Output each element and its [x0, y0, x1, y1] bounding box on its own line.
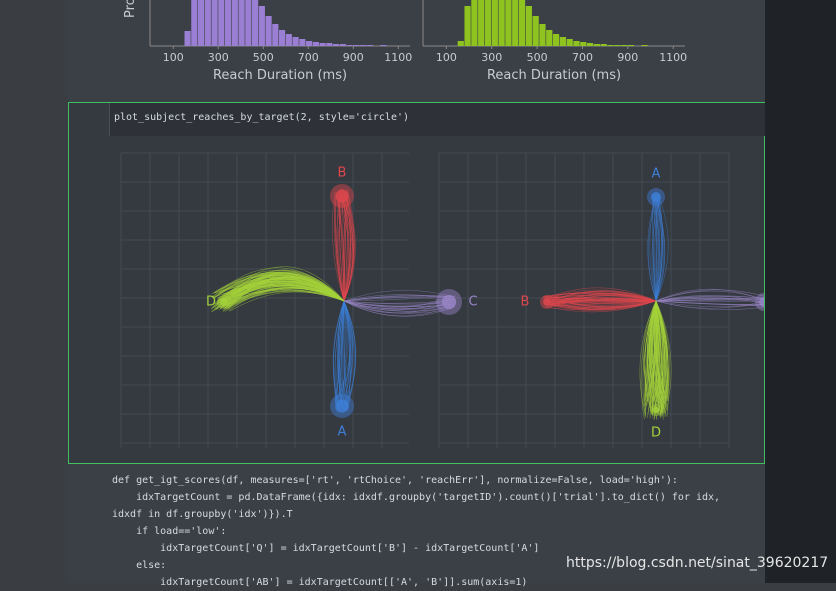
hist-bar — [485, 0, 491, 46]
hist-bar — [347, 45, 353, 46]
x-tick-label: 500 — [527, 51, 548, 64]
hist-bar — [340, 44, 346, 46]
y-axis-label: Pro — [123, 0, 138, 18]
x-tick-label: 1100 — [384, 51, 412, 64]
hist-bar — [320, 43, 326, 46]
hist-bar — [505, 0, 511, 46]
target-label: B — [521, 295, 530, 310]
x-tick-label: 500 — [253, 51, 274, 64]
hist-bar — [641, 45, 647, 46]
hist-bar — [266, 16, 272, 46]
target — [543, 298, 551, 306]
hist-bar — [560, 37, 566, 46]
code-cell[interactable]: plot_subject_reaches_by_target(2, style=… — [68, 102, 765, 464]
hist-bar — [512, 0, 518, 46]
cell-input[interactable]: plot_subject_reaches_by_target(2, style=… — [109, 103, 765, 136]
hist-bar — [353, 45, 359, 46]
hist-bar — [601, 44, 607, 46]
hist-bar — [259, 6, 265, 46]
hist-bar — [333, 44, 339, 46]
hist-bar — [539, 24, 545, 46]
code-cell-text[interactable]: def get_igt_scores(df, measures=['rt', '… — [112, 472, 720, 591]
hist-bar — [380, 45, 386, 46]
hist-bar — [607, 45, 613, 46]
x-tick-label: 700 — [298, 51, 319, 64]
target-label: D — [206, 295, 216, 310]
hist-bar — [326, 43, 332, 46]
x-tick-label: 900 — [617, 51, 638, 64]
side-strip — [765, 0, 836, 583]
hist-bar — [573, 41, 579, 46]
hist-bar — [567, 39, 573, 46]
hist-bar — [286, 34, 292, 46]
x-tick-label: 100 — [163, 51, 184, 64]
target — [653, 407, 660, 414]
hist-bar — [594, 44, 600, 46]
hist-bar — [212, 0, 218, 46]
hist-bar — [533, 16, 539, 46]
hist-bar — [587, 43, 593, 46]
x-tick-label: 100 — [436, 51, 457, 64]
target — [651, 192, 661, 202]
target-label: A — [338, 425, 347, 440]
hist-bar — [464, 6, 470, 46]
hist-bar — [252, 0, 258, 46]
hist-bar — [299, 39, 305, 46]
target — [442, 295, 456, 309]
hist-bar — [198, 0, 204, 46]
target-label: D — [651, 426, 661, 441]
target-label: A — [652, 167, 661, 182]
hist-bar — [279, 30, 285, 46]
hist-bar — [526, 6, 532, 46]
hist-bar — [580, 42, 586, 46]
hist-bar — [245, 0, 251, 46]
hist-bar — [185, 31, 191, 46]
hist-bar — [272, 24, 278, 46]
hist-bar — [458, 41, 464, 46]
reach-plot: BACDABCD — [69, 138, 764, 463]
x-tick-label: 900 — [343, 51, 364, 64]
hist-bar — [553, 34, 559, 46]
hist-bar — [546, 30, 552, 46]
hist-bar — [628, 45, 634, 46]
hist-bar — [492, 0, 498, 46]
hist-bar — [471, 0, 477, 46]
hist-bar — [313, 42, 319, 46]
hist-bar — [232, 0, 238, 46]
hist-bar — [306, 41, 312, 46]
hist-bar — [478, 0, 484, 46]
code-line: def get_igt_scores(df, measures=['rt', '… — [112, 472, 720, 489]
x-tick-label: 1100 — [659, 51, 687, 64]
hist-bar — [225, 0, 231, 46]
target — [335, 189, 348, 202]
hist-bar — [239, 0, 245, 46]
x-axis-label: Reach Duration (ms) — [213, 68, 347, 83]
x-tick-label: 300 — [208, 51, 229, 64]
watermark: https://blog.csdn.net/sinat_39620217 — [566, 555, 828, 571]
hist-bar — [499, 0, 505, 46]
hist-bar — [218, 0, 224, 46]
hist-bar — [519, 0, 525, 46]
hist-bar — [367, 45, 373, 46]
histogram-output: 100 300 500 700 900 1100 Reach Duration (ms) Pr… — [0, 0, 765, 100]
code-text: plot_subject_reaches_by_target(2, style=… — [114, 112, 409, 123]
target — [335, 399, 348, 412]
target-label: B — [338, 166, 347, 181]
x-tick-label: 700 — [572, 51, 593, 64]
hist-bar — [614, 45, 620, 46]
x-axis-label: Reach Duration (ms) — [487, 68, 621, 83]
code-line: if load=='low': — [112, 523, 720, 540]
target-label: C — [468, 295, 477, 310]
x-tick-label: 300 — [481, 51, 502, 64]
hist-bar — [191, 0, 197, 46]
hist-bar — [205, 0, 211, 46]
hist-bar — [293, 37, 299, 46]
code-line: idxdf in df.groupby('idx')}).T — [112, 506, 720, 523]
hist-bar — [360, 45, 366, 46]
code-line: idxTargetCount = pd.DataFrame({idx: idxd… — [112, 489, 720, 506]
target — [220, 298, 228, 306]
hist-bar — [621, 45, 627, 46]
